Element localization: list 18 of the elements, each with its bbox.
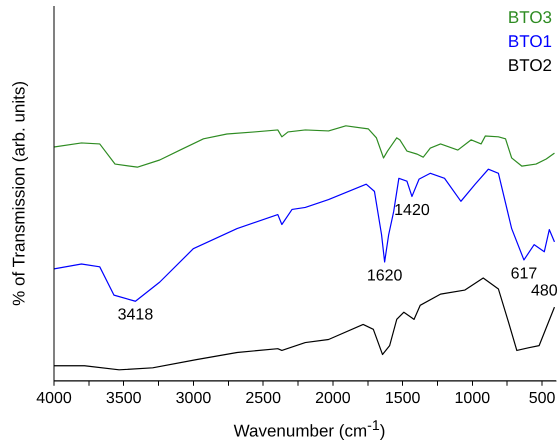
x-tick-label: 2500 <box>245 390 282 407</box>
annotation: 1420 <box>394 202 430 219</box>
annotation: 480 <box>530 282 558 300</box>
text: BTO1 <box>508 32 552 52</box>
text: BTO2 <box>508 56 552 76</box>
x-tick-label: 3000 <box>176 390 212 407</box>
x-tick-label: 1500 <box>384 390 421 407</box>
x-tick-label: 3500 <box>106 390 142 407</box>
x-axis-title: Wavenumber (cm$^{-1}$) <box>232 418 386 442</box>
x-tick-label: 500 <box>528 390 556 407</box>
annotation: 1620 <box>366 267 403 284</box>
x-tick-label: 4000 <box>36 390 72 407</box>
annotation: 617 <box>510 265 538 282</box>
x-tick-label: 2000 <box>315 390 351 407</box>
annotation: 3418 <box>118 306 154 324</box>
text: BTO3 <box>508 8 552 28</box>
x-tick-label: 1000 <box>454 390 490 407</box>
y-axis-title: % of Transmission (arb. units) <box>10 80 29 306</box>
